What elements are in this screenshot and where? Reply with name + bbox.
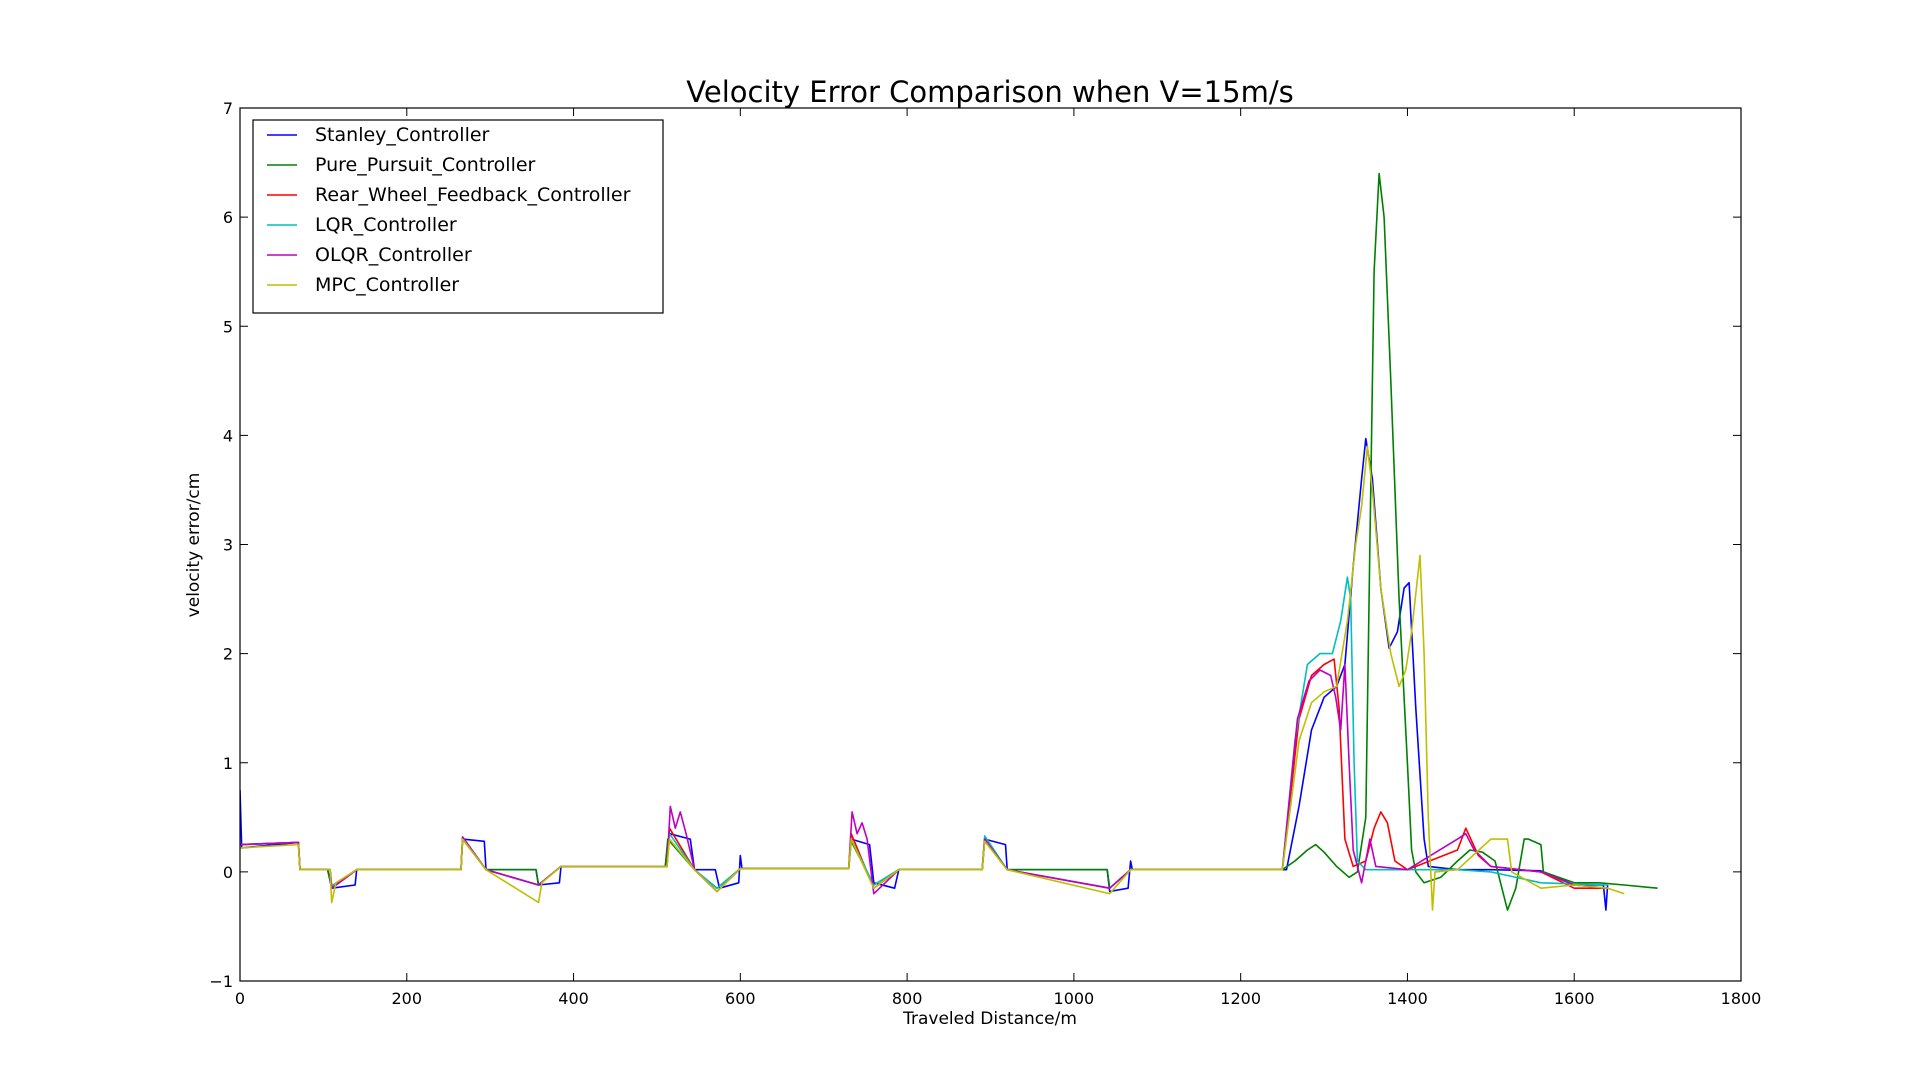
x-tick-label: 600 [725, 989, 756, 1008]
y-tick-label: 5 [223, 317, 233, 336]
axis-ticks: 0 200 400 600 800 1000 1200 1400 1600 1800−101234… [209, 99, 1761, 1008]
x-tick-label: 200 [392, 989, 423, 1008]
y-tick-label: 3 [223, 536, 233, 555]
x-tick-label: 400 [558, 989, 589, 1008]
legend-label: Pure_Pursuit_Controller [315, 154, 536, 176]
y-tick-label: 1 [223, 754, 233, 773]
x-tick-label: 800 [892, 989, 923, 1008]
series-line-mpc-controller [240, 445, 1625, 911]
x-tick-label: 1800 [1721, 989, 1762, 1008]
y-tick-label: −1 [209, 972, 233, 991]
series-layer [240, 172, 1658, 911]
y-tick-label: 2 [223, 645, 233, 664]
y-tick-label: 4 [223, 426, 233, 445]
x-tick-label: 0 [235, 989, 245, 1008]
x-tick-label: 1400 [1387, 989, 1428, 1008]
y-tick-label: 7 [223, 99, 233, 118]
x-tick-label: 1600 [1554, 989, 1595, 1008]
y-axis-label: velocity error/cm [184, 473, 204, 618]
legend: Stanley_Controller Pure_Pursuit_Controlle… [252, 119, 664, 314]
x-tick-label: 1000 [1054, 989, 1095, 1008]
y-tick-label: 0 [223, 863, 233, 882]
legend-box [252, 119, 664, 314]
x-axis-label: Traveled Distance/m [902, 1009, 1077, 1029]
y-tick-label: 6 [223, 208, 233, 227]
x-tick-label: 1200 [1220, 989, 1261, 1008]
legend-label: OLQR_Controller [315, 244, 472, 266]
legend-label: LQR_Controller [315, 214, 457, 236]
legend-label: Rear_Wheel_Feedback_Controller [315, 184, 631, 206]
chart-title: Velocity Error Comparison when V=15m/s [686, 75, 1293, 109]
legend-label: MPC_Controller [315, 274, 459, 296]
legend-label: Stanley_Controller [315, 124, 490, 146]
